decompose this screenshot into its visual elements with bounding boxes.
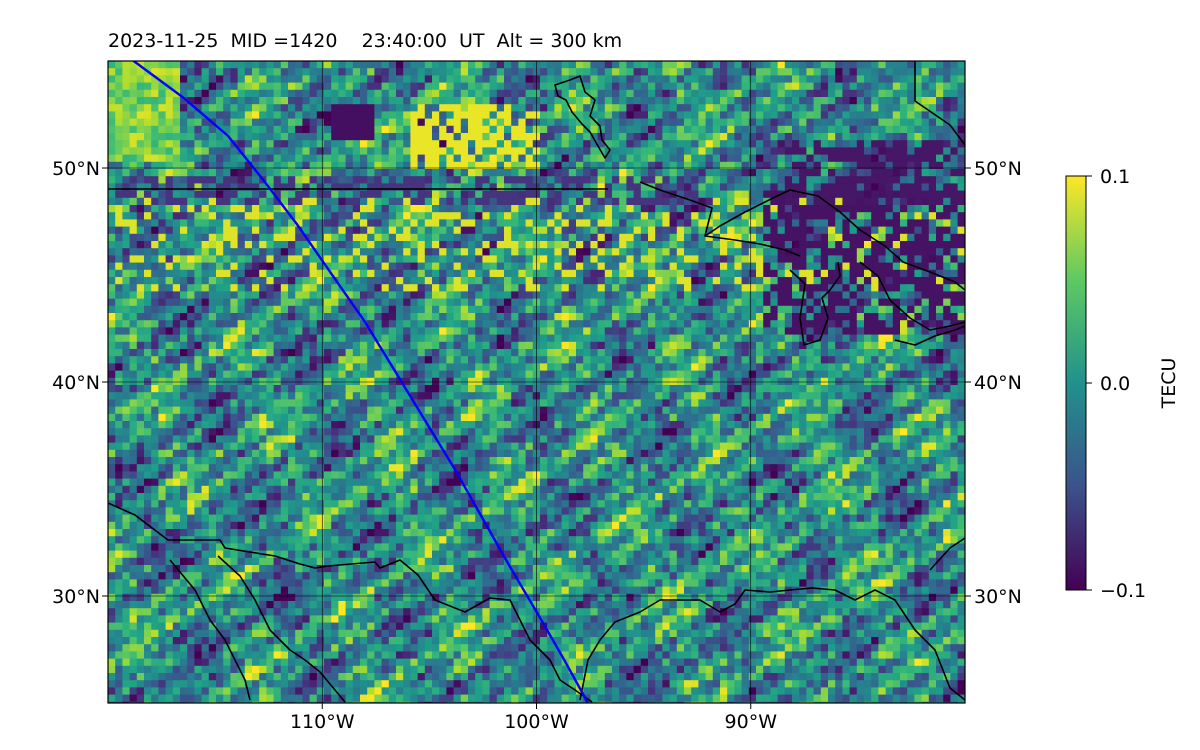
colorbar-label: TECU (1158, 358, 1180, 410)
coastline-lake-huron (859, 261, 965, 331)
colorbar-tick-label: 0.1 (1100, 166, 1130, 188)
longitude-tick-label: 100°W (504, 711, 569, 733)
coastline-baja-california (169, 559, 251, 701)
longitude-tick-label: 110°W (290, 711, 355, 733)
latitude-tick-label-right: 30°N (974, 586, 1022, 608)
coastline-lake-winnipeg (554, 75, 611, 159)
colorbar: 0.1 0.0 −0.1 TECU (1065, 166, 1180, 602)
map-title: 2023-11-25 MID =1420 23:40:00 UT Alt = 3… (108, 30, 623, 52)
coastline-lake-superior (639, 181, 965, 291)
latitude-tick-label-right: 40°N (974, 372, 1022, 394)
colorbar-gradient (1065, 175, 1087, 591)
coastline-mexico-mainland (217, 555, 346, 703)
latitude-tick-label-left: 40°N (52, 372, 100, 394)
longitude-ticks: 110°W 100°W 90°W (290, 703, 777, 733)
colorbar-tick-label: 0.0 (1100, 373, 1130, 395)
colorbar-tick-label: −0.1 (1100, 580, 1146, 602)
coastline-lake-michigan (789, 261, 841, 346)
colorbar-ticks: 0.1 0.0 −0.1 (1086, 166, 1146, 602)
coastline-florida-atlantic (929, 537, 965, 571)
latitude-tick-label-left: 30°N (52, 586, 100, 608)
coastline-gulf-of-mexico (579, 587, 965, 701)
gridlines (108, 61, 965, 703)
latitude-ticks: 30°N 30°N 40°N 40°N 50°N 50°N (52, 158, 1022, 608)
latitude-tick-label-right: 50°N (974, 158, 1022, 180)
longitude-tick-label: 90°W (725, 711, 778, 733)
satellite-track (132, 61, 589, 703)
tec-heatmap (108, 61, 965, 703)
coastline-hudson (914, 61, 965, 146)
coastline-upper-peninsula (704, 235, 801, 257)
latitude-tick-label-left: 50°N (52, 158, 100, 180)
coastline-lake-erie (894, 325, 965, 346)
